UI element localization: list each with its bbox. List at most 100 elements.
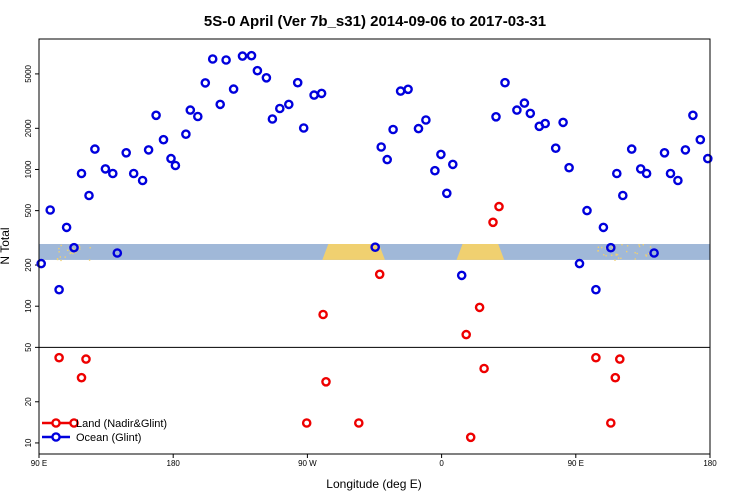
data-point [108,168,118,179]
band-dot [58,247,60,250]
band-dot [642,244,644,246]
data-point [76,168,87,179]
data-point [76,372,87,383]
data-point [143,145,154,155]
data-point [626,144,637,154]
band-dot [614,259,616,261]
x-axis-label: Longitude (deg E) [326,477,421,491]
band-dot [67,249,69,251]
data-point [221,55,231,65]
data-point [564,162,574,173]
y-tick-label: 1000 [24,160,33,178]
data-point [90,144,100,154]
band-layer [39,244,710,262]
band-dot [70,252,72,254]
data-point [261,73,272,83]
data-point [36,258,47,269]
points-layer [36,50,713,443]
chart-title: 5S-0 April (Ver 7b_s31) 2014-09-06 to 20… [204,13,546,30]
x-tick-label: 180 [703,459,717,468]
data-point [382,154,393,165]
data-point [598,222,609,233]
data-point [316,88,327,99]
band-dot [60,259,62,262]
data-point [374,269,385,280]
x-tick-label: 0 [439,459,444,468]
y-tick-label: 200 [24,258,33,272]
axis-layer: 90 E 180 90 W 0 90 E 180 10 20 50 100 200 500 1000 20… [24,64,717,468]
data-point [421,115,431,125]
legend-label: Ocean (Glint) [76,432,141,444]
band-dot [616,253,619,256]
data-point [491,112,501,122]
band-highlight-1 [322,244,385,260]
x-tick-label: 90 W [298,459,317,468]
y-tick-label: 10 [24,438,33,447]
y-tick-label: 50 [24,342,33,351]
data-point [237,51,248,61]
data-point [500,77,510,88]
band-dot [79,246,81,248]
data-point [558,117,568,128]
data-point [574,258,585,269]
x-tick-label: 180 [167,459,181,468]
data-point [170,160,181,171]
data-point [181,129,191,139]
data-point [615,354,625,364]
band-dot [89,247,91,249]
data-point [456,270,467,281]
band-dot [72,247,74,250]
band-dot [615,253,617,255]
band-dot [620,257,622,259]
data-point [388,124,398,135]
band-dot [64,256,66,258]
band-dot [69,252,71,255]
band-dot [621,244,623,246]
y-axis-label: N Total [0,227,12,264]
data-point [252,65,263,76]
data-point [370,242,381,252]
data-point [680,145,691,155]
data-point [200,78,211,88]
x-tick-label: 90 E [568,459,584,468]
data-point [512,105,522,115]
legend-marker [51,432,61,442]
band-dot [597,250,599,252]
band-dot [605,255,607,257]
data-point [54,352,64,363]
band-dot [601,246,603,249]
data-point [84,190,94,201]
data-point [69,242,79,253]
data-point [215,99,225,110]
data-point [461,329,472,340]
band-dot [78,245,80,247]
band-dot [645,255,648,257]
data-point [61,222,72,233]
data-point [479,363,489,374]
band-dot [58,251,60,253]
data-point [158,134,169,145]
data-point [403,84,413,95]
band-dot [603,254,605,256]
data-point [353,418,364,428]
band-dot [597,246,600,248]
data-point [550,143,561,153]
y-tick-label: 2000 [24,119,33,137]
band-dot [56,258,59,261]
data-point [283,99,294,110]
band-dot [72,252,74,255]
band-dot [626,250,628,253]
data-point [488,217,498,228]
band-dot [615,254,617,256]
series-0 [54,201,625,443]
legend: Land (Nadir&Glint) Ocean (Glint) [42,418,167,444]
data-point [688,110,698,121]
data-point [612,168,622,179]
data-point [413,123,424,134]
data-point [591,352,601,363]
data-point [292,77,303,88]
data-point [54,284,64,295]
band-dot [638,244,640,246]
data-point [192,111,203,122]
